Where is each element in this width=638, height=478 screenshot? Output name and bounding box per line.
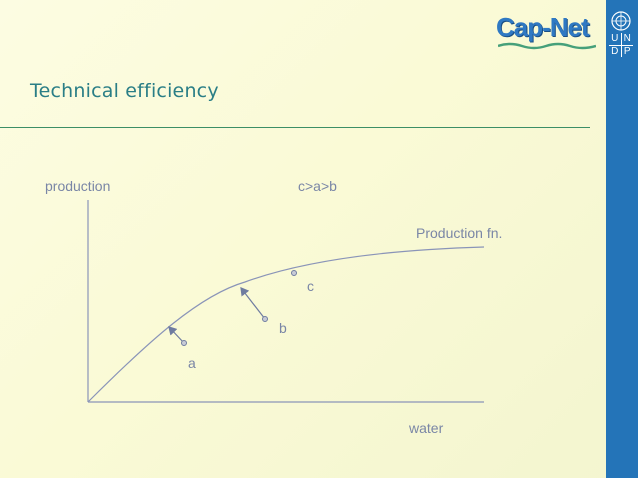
efficiency-diagram: production water c>a>b Production fn. a …	[45, 178, 502, 436]
curve-label: Production fn.	[416, 225, 502, 241]
undp-logo: U N D P	[609, 33, 633, 57]
point-b	[262, 316, 268, 322]
point-label-b: b	[279, 320, 287, 336]
production-curve	[87, 246, 485, 403]
undp-letter-d: D	[609, 45, 621, 57]
x-axis-label: water	[408, 420, 444, 436]
ordering-note: c>a>b	[298, 178, 337, 194]
undp-letter-u: U	[609, 33, 621, 45]
side-bar	[606, 0, 638, 478]
undp-letter-p: P	[621, 45, 633, 57]
logo-text: Cap-Net	[496, 12, 590, 42]
arrow-a-to-curve	[168, 326, 185, 344]
point-label-c: c	[307, 278, 314, 294]
cap-net-logo: Cap-Net	[496, 12, 600, 52]
point-a	[181, 340, 187, 346]
y-axis-label: production	[45, 178, 110, 194]
point-c	[291, 270, 297, 276]
logo-wave-icon	[498, 42, 596, 50]
undp-letter-n: N	[621, 33, 633, 45]
slide-title: Technical efficiency	[30, 80, 219, 102]
title-divider	[0, 127, 590, 128]
point-label-a: a	[188, 355, 196, 371]
arrow-b-to-curve	[240, 287, 266, 320]
un-emblem-icon	[611, 11, 631, 31]
